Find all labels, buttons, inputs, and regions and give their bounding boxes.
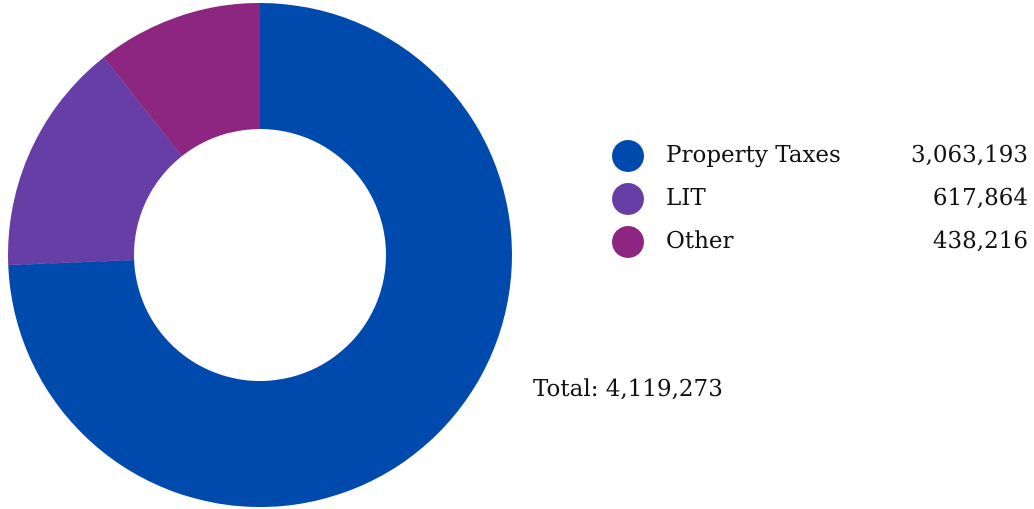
legend-label-other: Other <box>666 228 734 254</box>
legend-value-lit: 617,864 <box>932 185 1028 211</box>
legend-item-lit: LIT 617,864 <box>612 179 1028 222</box>
donut-slice-lit <box>8 57 182 266</box>
legend-swatch-property-taxes <box>612 140 644 172</box>
legend-value-other: 438,216 <box>932 228 1028 254</box>
legend-label-property-taxes: Property Taxes <box>666 142 841 168</box>
chart-total-label: Total: 4,119,273 <box>533 376 723 402</box>
donut-slice-other <box>103 3 260 157</box>
legend-item-other: Other 438,216 <box>612 222 1028 265</box>
legend-swatch-other <box>612 226 644 258</box>
donut-chart <box>8 3 513 507</box>
legend-item-property-taxes: Property Taxes 3,063,193 <box>612 136 1028 179</box>
donut-slice-property-taxes <box>8 3 513 507</box>
legend-label-lit: LIT <box>666 185 706 211</box>
chart-legend: Property Taxes 3,063,193 LIT 617,864 Oth… <box>612 136 1028 265</box>
legend-value-property-taxes: 3,063,193 <box>910 142 1028 168</box>
legend-swatch-lit <box>612 183 644 215</box>
